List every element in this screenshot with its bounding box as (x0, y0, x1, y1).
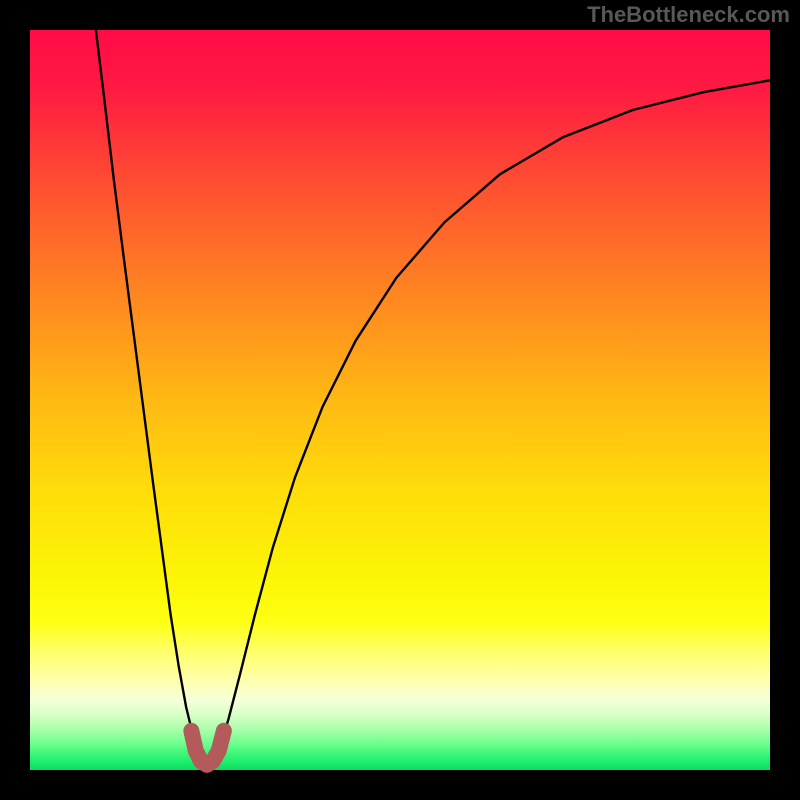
plot-background (30, 30, 770, 770)
bottleneck-chart (0, 0, 800, 800)
watermark-text: TheBottleneck.com (587, 2, 790, 28)
chart-container: { "watermark": { "text": "TheBottleneck.… (0, 0, 800, 800)
